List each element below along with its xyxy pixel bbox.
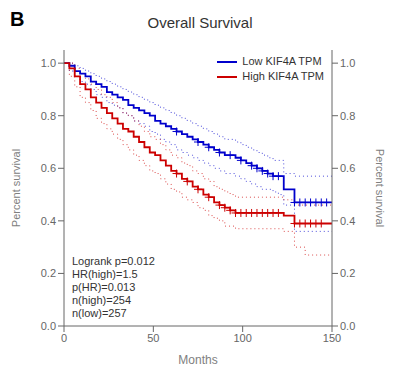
html-text:B: B	[10, 8, 25, 30]
svg-text:Percent survival: Percent survival	[10, 149, 22, 227]
svg-text:0.4: 0.4	[340, 215, 355, 227]
svg-text:100: 100	[233, 332, 251, 344]
html-text:Low KIF4A TPM: Low KIF4A TPM	[242, 55, 322, 67]
svg-text:1.0: 1.0	[41, 57, 56, 69]
svg-text:0.8: 0.8	[41, 110, 56, 122]
html-text:High KIF4A TPM: High KIF4A TPM	[242, 70, 324, 82]
svg-text:0.0: 0.0	[340, 320, 355, 332]
html-text:Logrank p=0.012 HR(high)=1.5 p: Logrank p=0.012 HR(high)=1.5 p(HR)=0.013…	[72, 255, 155, 319]
svg-text:150: 150	[323, 332, 341, 344]
svg-text:0.0: 0.0	[41, 320, 56, 332]
svg-text:0.2: 0.2	[340, 267, 355, 279]
svg-text:1.0: 1.0	[340, 57, 355, 69]
svg-text:0.4: 0.4	[41, 215, 56, 227]
svg-text:0.6: 0.6	[340, 162, 355, 174]
svg-text:Percent survival: Percent survival	[374, 149, 386, 227]
svg-text:0.6: 0.6	[41, 162, 56, 174]
svg-text:50: 50	[147, 332, 159, 344]
svg-text:0: 0	[61, 332, 67, 344]
html-text:Overall Survival: Overall Survival	[147, 14, 253, 31]
svg-text:0.2: 0.2	[41, 267, 56, 279]
svg-text:Months: Months	[178, 353, 217, 367]
svg-text:0.8: 0.8	[340, 110, 355, 122]
